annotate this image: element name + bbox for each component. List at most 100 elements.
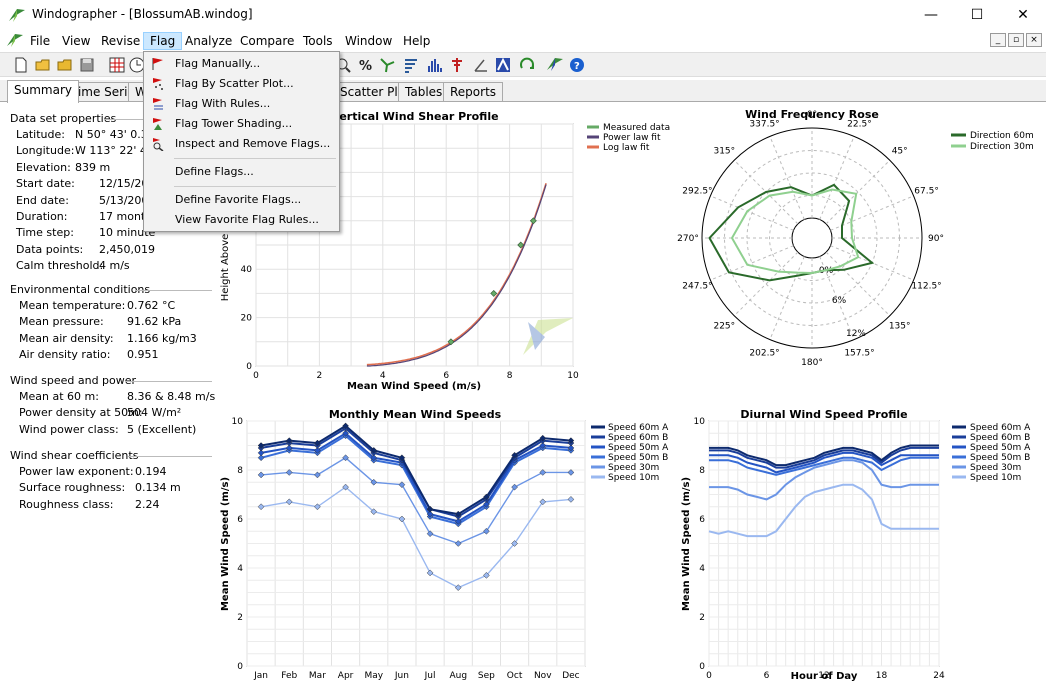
monthly-point[interactable] — [454, 540, 462, 547]
monthly-point[interactable] — [426, 569, 434, 577]
menu-flag-manually[interactable]: Flag Manually... — [144, 54, 339, 74]
menu-compare[interactable]: Compare — [240, 34, 295, 48]
monthly-point[interactable] — [567, 437, 575, 444]
monthly-series-line — [260, 432, 571, 523]
menu-define-flags[interactable]: Define Flags... — [144, 162, 339, 182]
menu-flag-with-rules[interactable]: Flag With Rules... — [144, 94, 339, 114]
monthly-point[interactable] — [511, 451, 518, 459]
monthly-point[interactable] — [483, 527, 490, 535]
logo-tool-icon[interactable] — [546, 56, 564, 74]
turbine-icon[interactable] — [378, 56, 396, 74]
angle-icon[interactable] — [472, 56, 490, 74]
menu-file[interactable]: File — [30, 34, 51, 48]
monthly-point[interactable] — [483, 571, 490, 579]
open-recent-icon[interactable] — [56, 56, 74, 74]
monthly-point[interactable] — [398, 454, 406, 462]
wind-shear-icon[interactable] — [402, 56, 420, 74]
monthly-point[interactable] — [314, 471, 321, 479]
tab-reports[interactable]: Reports — [443, 82, 504, 102]
percent-icon[interactable]: % — [356, 56, 374, 74]
maximize-button[interactable]: ☐ — [970, 7, 984, 23]
monthly-point[interactable] — [370, 447, 378, 454]
mdi-minimize-icon[interactable]: _ — [990, 33, 1006, 47]
monthly-point[interactable] — [285, 444, 293, 452]
mdi-close-icon[interactable]: × — [1026, 33, 1042, 47]
new-file-icon[interactable] — [12, 56, 30, 74]
histogram-icon[interactable] — [426, 56, 444, 74]
menu-define-favorite-flags[interactable]: Define Favorite Flags... — [144, 190, 339, 210]
monthly-mean-chart[interactable]: Monthly Mean Wind Speeds 0 2 4 6 8 10 Jan Feb Ma… — [220, 408, 669, 681]
monthly-point[interactable] — [426, 530, 434, 538]
menu-inspect-remove-flags[interactable]: Inspect and Remove Flags... — [144, 134, 339, 154]
tab-tables[interactable]: Tables — [398, 82, 450, 102]
monthly-point[interactable] — [342, 422, 349, 430]
mdi-restore-icon[interactable]: ▫ — [1008, 33, 1024, 47]
monthly-point[interactable] — [257, 449, 265, 457]
menu-tools[interactable]: Tools — [303, 34, 333, 48]
monthly-point[interactable] — [342, 454, 349, 462]
monthly-point[interactable] — [257, 503, 265, 511]
monthly-point[interactable] — [285, 469, 293, 476]
menu-view-favorite-flag-rules[interactable]: View Favorite Flag Rules... — [144, 210, 339, 230]
menu-view[interactable]: View — [62, 34, 91, 48]
measured-point[interactable] — [447, 338, 455, 346]
monthly-point[interactable] — [370, 478, 378, 486]
monthly-point[interactable] — [539, 498, 547, 506]
monthly-point[interactable] — [257, 471, 265, 479]
tower-icon[interactable] — [448, 56, 466, 74]
monthly-point[interactable] — [342, 483, 349, 491]
menu-flag-tower-shading[interactable]: Flag Tower Shading... — [144, 114, 339, 134]
monthly-point[interactable] — [285, 437, 293, 444]
monthly-point[interactable] — [426, 510, 434, 518]
tab-scatter-plot[interactable]: Scatter Plot — [333, 82, 417, 102]
wind-rose-chart[interactable]: Wind Frequency Rose 0° 22.5° 45° 67.5° 90° 11… — [677, 108, 1034, 368]
monthly-point[interactable] — [454, 584, 462, 591]
monthly-point[interactable] — [342, 429, 349, 437]
monthly-point[interactable] — [398, 515, 406, 523]
tab-time-series[interactable]: Time Series — [64, 82, 149, 102]
monthly-point[interactable] — [314, 503, 321, 511]
monthly-point[interactable] — [539, 442, 547, 449]
monthly-point[interactable] — [539, 434, 547, 442]
compare-icon[interactable] — [494, 56, 512, 74]
monthly-point[interactable] — [454, 518, 462, 525]
grid-view-icon[interactable] — [108, 56, 126, 74]
monthly-point[interactable] — [511, 540, 518, 547]
tab-summary[interactable]: Summary — [7, 80, 79, 103]
monthly-point[interactable] — [454, 510, 462, 518]
monthly-point[interactable] — [567, 469, 575, 476]
help-icon[interactable]: ? — [568, 56, 586, 74]
vertical-shear-chart[interactable]: Vertical Wind Shear Profile 0 2 4 6 8 10 0 20 40… — [220, 110, 670, 392]
monthly-point[interactable] — [257, 454, 265, 462]
monthly-point[interactable] — [314, 447, 321, 454]
menu-analyze[interactable]: Analyze — [185, 34, 233, 48]
measured-point[interactable] — [529, 217, 537, 225]
menu-revise[interactable]: Revise — [101, 34, 141, 48]
monthly-point[interactable] — [398, 481, 406, 489]
monthly-point[interactable] — [426, 505, 434, 513]
menu-help[interactable]: Help — [403, 34, 431, 48]
menu-window[interactable]: Window — [345, 34, 393, 48]
monthly-point[interactable] — [314, 439, 321, 447]
minimize-button[interactable]: — — [924, 7, 938, 23]
menu-flag-by-scatter[interactable]: Flag By Scatter Plot... — [144, 74, 339, 94]
monthly-point[interactable] — [370, 454, 378, 462]
monthly-point[interactable] — [257, 442, 265, 449]
monthly-point[interactable] — [483, 493, 490, 501]
menu-flag[interactable]: Flag — [143, 32, 183, 50]
measured-point[interactable] — [490, 289, 498, 297]
open-folder-icon[interactable] — [34, 56, 52, 74]
monthly-point[interactable] — [370, 508, 378, 516]
monthly-point[interactable] — [567, 496, 575, 503]
monthly-point[interactable] — [567, 444, 575, 452]
refresh-icon[interactable] — [518, 56, 536, 74]
save-icon[interactable] — [78, 56, 96, 74]
measured-point[interactable] — [517, 241, 525, 249]
monthly-point[interactable] — [285, 498, 293, 506]
monthly-point[interactable] — [511, 483, 518, 491]
monthly-point[interactable] — [539, 469, 547, 476]
monthly-point[interactable] — [483, 500, 490, 508]
rose-direction-label: 67.5° — [914, 187, 939, 197]
close-button[interactable]: ✕ — [1017, 7, 1029, 23]
